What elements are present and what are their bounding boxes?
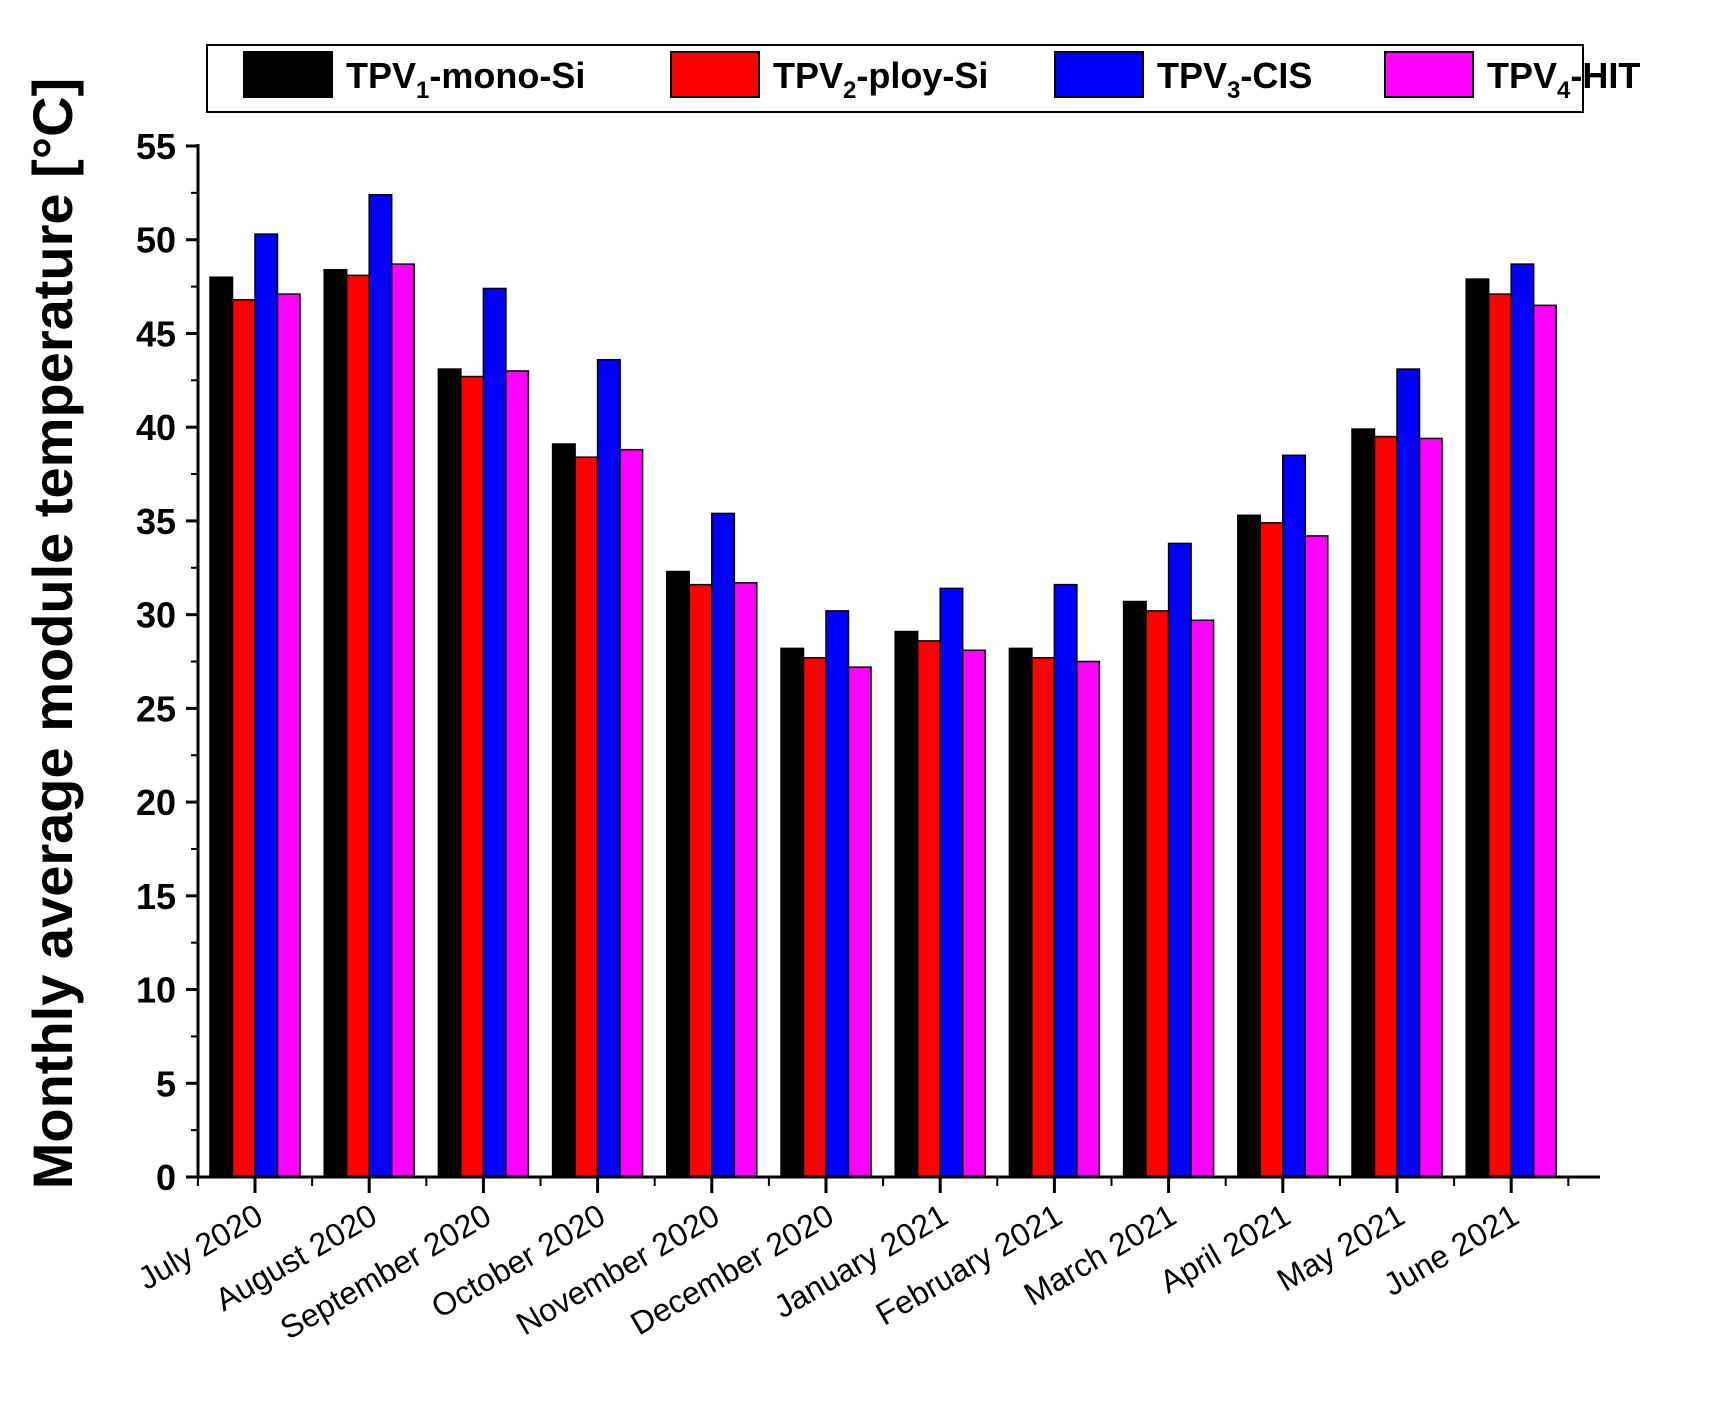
bar-1-6 [780, 647, 805, 1178]
legend-label-3: TPV3-CIS [1157, 55, 1312, 104]
y-tick-label: 25 [136, 688, 176, 729]
y-tick-label: 0 [156, 1157, 176, 1198]
bar-4-2 [390, 263, 415, 1178]
bar-1-3 [437, 368, 462, 1178]
bar-3-4 [596, 358, 621, 1178]
bar-3-1 [254, 233, 279, 1178]
bar-1-8 [1008, 647, 1033, 1178]
legend-swatch-2 [670, 51, 760, 98]
bar-3-2 [368, 193, 393, 1178]
bar-2-5 [688, 583, 713, 1178]
bar-2-1 [231, 298, 256, 1178]
x-tick-label: November 2020 [510, 1197, 725, 1342]
y-tick-label: 50 [136, 220, 176, 261]
bar-2-8 [1031, 657, 1056, 1178]
bar-2-6 [802, 657, 827, 1178]
x-tick-label: December 2020 [624, 1197, 839, 1342]
bar-3-11 [1396, 368, 1421, 1178]
y-tick-label: 5 [156, 1063, 176, 1104]
y-axis-label: Monthly average module temperature [°C] [21, 78, 84, 1190]
bar-4-6 [847, 666, 872, 1178]
bar-4-11 [1418, 437, 1443, 1178]
bar-2-12 [1487, 293, 1512, 1178]
bar-1-12 [1465, 278, 1490, 1178]
bar-4-5 [733, 582, 758, 1178]
y-tick-label: 30 [136, 595, 176, 636]
legend-label-4: TPV4-HIT [1487, 55, 1640, 104]
y-tick-label: 35 [136, 501, 176, 542]
bar-4-8 [1076, 660, 1101, 1178]
bar-3-9 [1167, 542, 1192, 1178]
y-tick-label: 45 [136, 313, 176, 354]
legend-swatch-3 [1054, 51, 1144, 98]
bar-1-1 [209, 276, 234, 1178]
legend: TPV1-mono-Si TPV2-ploy-Si TPV3-CIS TPV4-HIT [206, 44, 1640, 113]
y-tick-label: 55 [136, 126, 176, 167]
y-tick-label: 10 [136, 970, 176, 1011]
bar-3-10 [1282, 454, 1307, 1178]
bar-4-3 [505, 370, 530, 1178]
bar-1-10 [1237, 514, 1262, 1178]
legend-label-2: TPV2-ploy-Si [773, 55, 988, 104]
bar-2-10 [1259, 522, 1284, 1178]
bar-3-7 [939, 587, 964, 1178]
bar-3-6 [825, 610, 850, 1178]
bar-1-5 [666, 570, 691, 1178]
y-tick-label: 20 [136, 782, 176, 823]
bar-1-9 [1122, 600, 1147, 1178]
bar-1-11 [1351, 428, 1376, 1178]
y-tick-label: 15 [136, 876, 176, 917]
bar-4-4 [619, 448, 644, 1178]
bar-1-2 [323, 268, 348, 1178]
x-tick-label: April 2021 [1154, 1197, 1297, 1300]
bar-4-1 [276, 293, 301, 1178]
bar-4-9 [1190, 619, 1215, 1178]
bar-4-7 [961, 649, 986, 1178]
bar-4-12 [1532, 304, 1557, 1178]
bar-1-4 [551, 443, 576, 1178]
bar-2-3 [460, 375, 485, 1178]
legend-swatch-4 [1384, 51, 1474, 98]
legend-swatch-1 [243, 51, 333, 98]
bar-2-2 [345, 274, 370, 1178]
bar-2-7 [916, 640, 941, 1178]
bar-2-9 [1145, 610, 1170, 1178]
bar-2-4 [574, 456, 599, 1178]
bar-1-7 [894, 630, 919, 1178]
y-tick-label: 40 [136, 407, 176, 448]
legend-label-1: TPV1-mono-Si [346, 55, 585, 104]
bar-3-5 [711, 512, 736, 1178]
bars [209, 193, 1557, 1178]
bar-3-3 [482, 287, 507, 1178]
bar-3-12 [1510, 263, 1535, 1178]
bar-2-11 [1373, 435, 1398, 1178]
legend-box [206, 44, 1584, 113]
bar-4-10 [1304, 535, 1329, 1178]
bar-3-8 [1053, 583, 1078, 1178]
